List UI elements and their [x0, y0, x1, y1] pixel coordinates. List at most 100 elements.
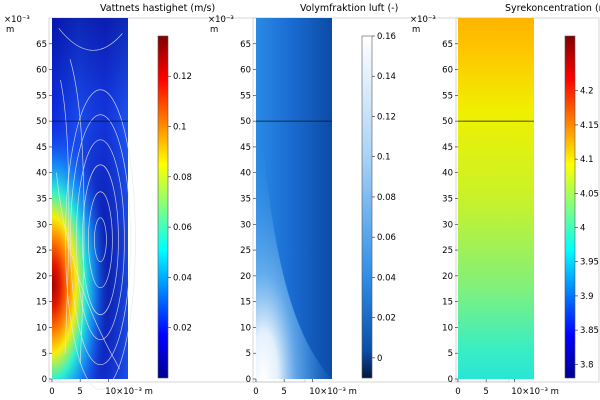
y-tick-label: 60 [240, 66, 251, 76]
y-tick-label: 65 [442, 40, 453, 50]
y-tick-label: 15 [442, 298, 453, 308]
y-tick-label: 0 [42, 375, 47, 385]
colorbar-tick-label: 0.02 [173, 324, 192, 334]
y-tick-label: 65 [240, 40, 251, 50]
colorbar-tick-label: 3.95 [580, 258, 599, 268]
x-tick-label: 0 [455, 387, 460, 397]
y-exponent-label: ×10⁻³ [4, 15, 30, 25]
colorbar [564, 35, 576, 379]
colorbar-tick-label: 0.06 [377, 233, 396, 243]
chart-panel-3: Syrekoncentration (mg/l)0510152025303540… [410, 3, 600, 397]
x-tick-label: 10×10⁻³ m [309, 387, 357, 397]
y-unit-label: m [412, 25, 420, 35]
chart-panel-1: Vattnets hastighet (m/s) 0 5 10 15 20 25 30 35 40… [4, 3, 306, 397]
colorbar [361, 35, 373, 379]
y-tick-label: 10 [240, 323, 251, 333]
y-tick-label: 55 [240, 91, 251, 101]
streamline [70, 114, 131, 366]
chart-title: Syrekoncentration (mg/l) [505, 3, 600, 14]
colorbar-tick-label: 0.08 [377, 193, 396, 203]
y-tick-label: 40 [36, 169, 47, 179]
colorbar-tick-label: 4.2 [580, 87, 594, 97]
streamline [88, 191, 113, 289]
colorbar-tick-label: 0.08 [173, 173, 192, 183]
y-tick-label: 60 [36, 66, 47, 76]
y-unit-label: m [6, 25, 14, 35]
colorbar-tick-label: 0.12 [377, 112, 396, 122]
colorbar-tick-label: 4.15 [580, 121, 599, 131]
y-tick-label: 20 [36, 272, 47, 282]
y-tick-label: 50 [36, 117, 47, 127]
y-tick-label: 50 [240, 117, 251, 127]
streamline [60, 79, 70, 354]
colorbar-tick-label: 4 [580, 224, 585, 234]
y-tick-label: 20 [240, 272, 251, 282]
streamline [58, 28, 123, 51]
y-tick-label: 45 [442, 143, 453, 153]
streamline [65, 89, 136, 391]
y-tick-label: 35 [36, 195, 47, 205]
air-plume [256, 59, 332, 379]
colorbar-tick-label: 0.12 [173, 72, 192, 82]
y-tick-label: 5 [42, 349, 47, 359]
y-tick-label: 40 [442, 169, 453, 179]
streamline [82, 164, 119, 316]
y-tick-label: 10 [36, 323, 47, 333]
y-tick-label: 5 [246, 349, 251, 359]
y-tick-label: 10 [442, 323, 453, 333]
x-tick-label: 0 [49, 387, 54, 397]
colorbar-tick-label: 0.04 [377, 273, 396, 283]
colorbar-tick-label: 0.1 [173, 123, 187, 133]
colorbar-tick-label: 3.9 [580, 292, 594, 302]
y-tick-label: 55 [442, 91, 453, 101]
y-tick-label: 0 [246, 375, 251, 385]
y-tick-label: 65 [36, 40, 47, 50]
y-tick-label: 50 [442, 117, 453, 127]
y-tick-label: 25 [240, 246, 251, 256]
streamline [56, 172, 120, 369]
y-tick-label: 30 [442, 220, 453, 230]
y-tick-label: 5 [448, 349, 453, 359]
x-tick-label: 10×10⁻³ m [105, 387, 153, 397]
y-tick-label: 45 [240, 143, 251, 153]
chart-title: Volymfraktion luft (-) [300, 3, 398, 14]
plot-field [458, 18, 534, 379]
colorbar-tick-label: 3.85 [580, 326, 599, 336]
colorbar-tick-label: 0 [377, 354, 382, 364]
y-tick-label: 20 [442, 272, 453, 282]
x-tick-label: 10×10⁻³ m [511, 387, 559, 397]
y-tick-label: 30 [36, 220, 47, 230]
colorbar-tick-label: 4.1 [580, 155, 594, 165]
streamline [94, 217, 107, 263]
y-tick-label: 60 [442, 66, 453, 76]
streamline [69, 59, 85, 364]
colorbar-tick-label: 0.16 [377, 32, 396, 42]
velocity-jet [52, 18, 128, 379]
colorbar [157, 35, 169, 379]
y-tick-label: 15 [240, 298, 251, 308]
y-tick-label: 15 [36, 298, 47, 308]
y-tick-label: 25 [442, 246, 453, 256]
plot-field [256, 18, 332, 379]
x-tick-label: 5 [281, 387, 286, 397]
colorbar-tick-label: 3.8 [580, 360, 594, 370]
y-tick-label: 35 [240, 195, 251, 205]
oxygen-field [458, 18, 534, 379]
streamline [76, 139, 125, 341]
x-tick-label: 5 [77, 387, 82, 397]
y-tick-label: 0 [448, 375, 453, 385]
y-exponent-label: ×10⁻³ [208, 15, 234, 25]
y-unit-label: m [210, 25, 218, 35]
colorbar-tick-label: 0.02 [377, 314, 396, 324]
colorbar-tick-label: 0.06 [173, 223, 192, 233]
y-tick-label: 35 [442, 195, 453, 205]
plot-field [52, 18, 136, 391]
x-tick-label: 0 [253, 387, 258, 397]
colorbar-tick-label: 0.04 [173, 273, 192, 283]
x-tick-label: 5 [483, 387, 488, 397]
colorbar-tick-label: 0.14 [377, 72, 396, 82]
colorbar-tick-label: 0.1 [377, 153, 391, 163]
colorbar-tick-label: 4.05 [580, 189, 599, 199]
y-tick-label: 25 [36, 246, 47, 256]
